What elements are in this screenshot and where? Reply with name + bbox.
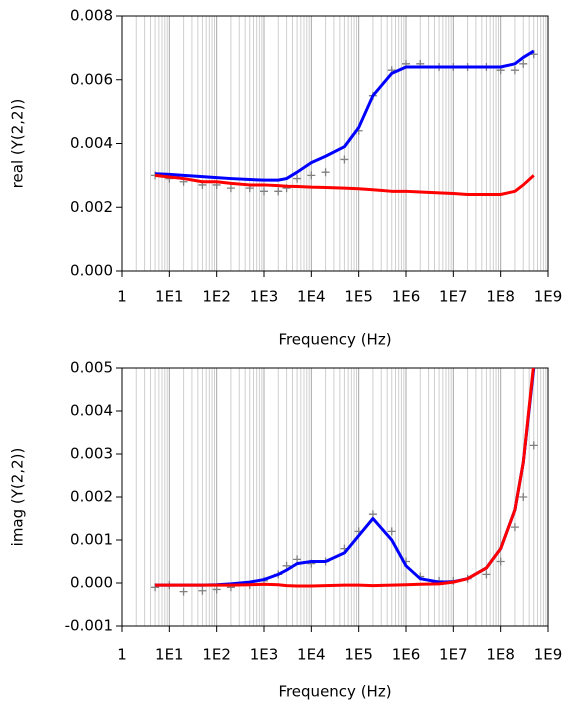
plot-area [151, 368, 538, 596]
data-point [212, 585, 221, 594]
y-axis-title: imag (Y(2,2)) [9, 448, 27, 547]
data-point [293, 174, 302, 183]
data-line [155, 49, 535, 182]
y-tick-label: 0.004 [70, 402, 113, 420]
x-tick-label: 1E7 [439, 288, 468, 306]
x-tick-label: 1E3 [250, 646, 279, 664]
data-point [274, 187, 283, 196]
y-tick-label: 0.006 [70, 70, 113, 88]
data-line [154, 173, 535, 196]
y-tick-label: 0.008 [70, 7, 113, 25]
data-point [307, 171, 316, 180]
plot-frame [121, 367, 549, 627]
plot-frame [121, 15, 549, 272]
x-tick-label: 1E7 [439, 646, 468, 664]
x-tick-label: 1E8 [486, 288, 515, 306]
x-axis-title: Frequency (Hz) [278, 331, 391, 349]
data-point [496, 557, 505, 566]
data-point [321, 168, 330, 177]
y-tick-label: -0.001 [65, 617, 113, 635]
data-point [510, 523, 519, 532]
x-axis-title: Frequency (Hz) [278, 683, 391, 701]
x-tick-label: 1E2 [202, 646, 231, 664]
data-point [293, 555, 302, 564]
y-tick-label: 0.002 [70, 198, 113, 216]
data-point [226, 184, 235, 193]
data-point [198, 586, 207, 595]
x-tick-label: 1E6 [392, 288, 421, 306]
data-point [387, 527, 396, 536]
y-tick-label: 0.000 [70, 262, 113, 280]
data-point [179, 587, 188, 596]
plot-area [151, 49, 538, 196]
data-point [482, 570, 491, 579]
x-tick-label: 1E8 [486, 646, 515, 664]
x-tick-label: 1E5 [344, 646, 373, 664]
data-point [519, 493, 528, 501]
x-tick-label: 1E2 [202, 288, 231, 306]
y-tick-label: 0.003 [70, 445, 113, 463]
x-tick-label: 1 [117, 288, 127, 306]
x-tick-label: 1E3 [250, 288, 279, 306]
x-tick-label: 1E5 [344, 288, 373, 306]
x-tick-label: 1 [117, 646, 127, 664]
data-point [529, 441, 538, 450]
y-tick-label: 0.002 [70, 488, 113, 506]
x-tick-label: 1E6 [392, 646, 421, 664]
y-axis-title: real (Y(2,2)) [9, 99, 27, 189]
data-point [510, 66, 519, 75]
data-line [155, 368, 535, 588]
x-tick-label: 1E1 [155, 646, 184, 664]
y-tick-label: 0.005 [70, 359, 113, 377]
y-tick-label: 0.004 [70, 134, 113, 152]
data-point [260, 187, 268, 196]
x-tick-label: 1E9 [534, 288, 563, 306]
data-point [340, 155, 349, 164]
y-tick-label: 0.000 [70, 574, 113, 592]
x-tick-label: 1E4 [297, 288, 326, 306]
y-tick-label: 0.001 [70, 531, 113, 549]
x-tick-label: 1E4 [297, 646, 326, 664]
x-tick-label: 1E9 [534, 646, 563, 664]
data-point [368, 510, 377, 519]
data-point [519, 59, 528, 68]
x-tick-label: 1E1 [155, 288, 184, 306]
